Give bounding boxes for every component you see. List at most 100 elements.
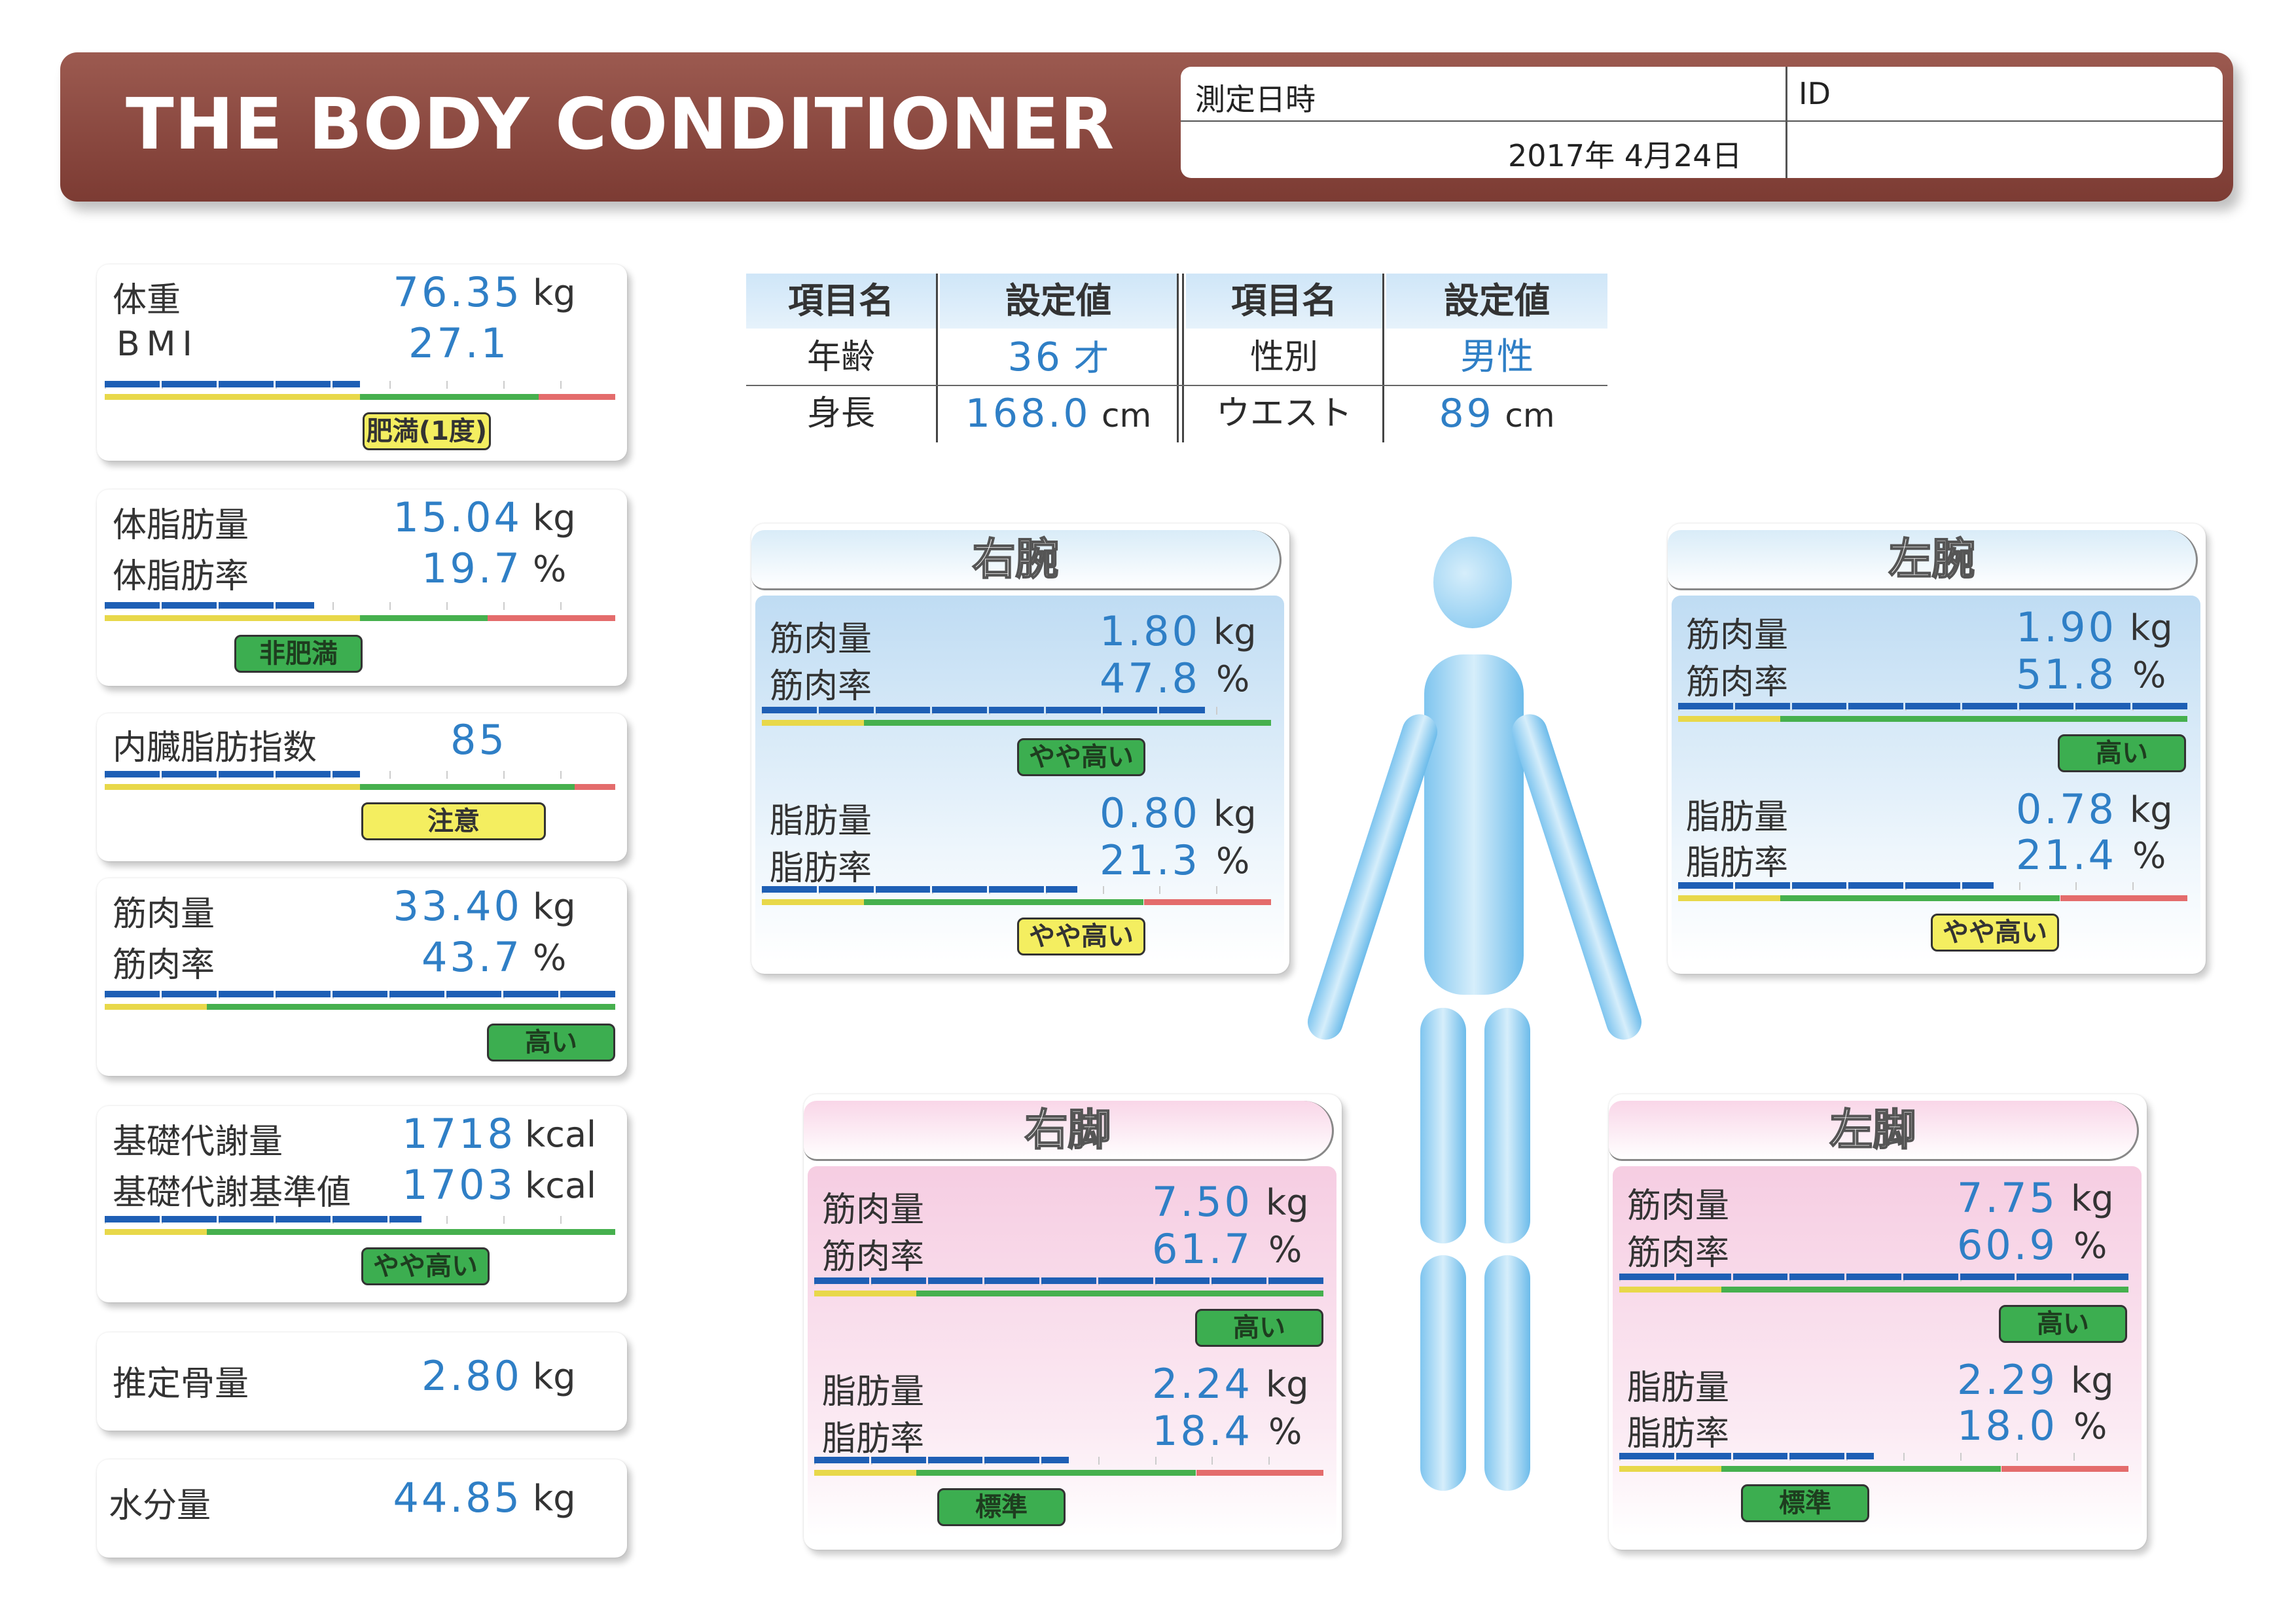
waist-label: ウエスト: [1215, 394, 1352, 433]
waist-value: 89: [1439, 391, 1494, 437]
bone-label: 推定骨量: [113, 1364, 249, 1404]
bone-unit: kg: [533, 1356, 576, 1397]
zone-normal-line: [1780, 895, 2060, 901]
gauge-fill-segment: [1903, 1274, 1958, 1280]
bmr-std-label: 基礎代謝基準値: [113, 1173, 351, 1213]
muscle-gauge: [814, 1277, 1323, 1304]
gauge-fill-segment: [105, 1216, 160, 1222]
figure-head: [1433, 537, 1512, 628]
fat-gauge: [105, 602, 615, 628]
zone-low-line: [1678, 716, 1780, 722]
gauge-fill-segment: [875, 886, 931, 893]
gauge-fill-segment: [162, 381, 217, 387]
gauge-fill-segment: [1102, 707, 1158, 713]
muscle-status-badge: 高い: [1999, 1305, 2127, 1343]
gauge-fill-segment: [1791, 882, 1847, 889]
fat-status-badge: 標準: [937, 1488, 1066, 1526]
gauge-fill-segment: [870, 1457, 926, 1463]
gauge-fill-segment: [1268, 1277, 1323, 1284]
right-leg-body: 筋肉量 7.50 kg 筋肉率 61.7 % 高い 脂肪量 2.24 kg 脂肪…: [808, 1166, 1336, 1537]
gauge-fill-segment: [1962, 882, 1994, 889]
gauge-tick: [1216, 886, 1218, 894]
zone-high-line: [488, 615, 615, 621]
gauge-fill-segment: [2075, 703, 2131, 709]
water-card: 水分量 44.85 kg: [97, 1459, 627, 1558]
fat-status-badge: 標準: [1741, 1484, 1869, 1522]
gauge-fill-segment: [2017, 1274, 2072, 1280]
muscle-rate-label: 筋肉率: [770, 667, 872, 706]
bmr-value: 1718: [402, 1110, 516, 1158]
fat-status-badge: 非肥満: [234, 635, 363, 673]
gauge-fill-segment: [927, 1277, 983, 1284]
info-divider: [1181, 120, 2223, 122]
gauge-tick: [446, 771, 448, 779]
gauge-fill-segment: [989, 707, 1044, 713]
gauge-fill-segment: [332, 991, 387, 997]
gauge-tick: [1903, 1453, 1905, 1461]
gauge-tick: [503, 1216, 505, 1224]
visceral-status-badge: 注意: [361, 802, 546, 840]
fat-rate-label: 脂肪率: [1627, 1414, 1730, 1454]
gauge-fill-segment: [814, 1457, 869, 1463]
gauge-fill-segment: [1846, 1453, 1874, 1459]
fat-mass-label: 脂肪量: [1686, 798, 1789, 837]
gauge-fill-segment: [1732, 1453, 1788, 1459]
gauge-fill-segment: [1619, 1453, 1674, 1459]
muscle-status-badge: 高い: [487, 1024, 615, 1061]
zone-low-line: [814, 1470, 916, 1476]
age-unit: 才: [1073, 338, 1109, 379]
gauge-fill-segment: [1960, 1274, 2015, 1280]
figure-left-shin: [1484, 1255, 1530, 1491]
muscle-rate-value: 47.8: [1099, 654, 1200, 702]
gauge-fill-segment: [105, 991, 160, 997]
column-divider: [1182, 274, 1184, 442]
gauge-tick: [503, 771, 505, 779]
gauge-tick: [2018, 882, 2020, 890]
gauge-tick: [446, 602, 448, 610]
fat-mass-label: 脂肪量: [822, 1372, 925, 1412]
fat-rate-value: 19.7: [421, 544, 522, 592]
gauge-fill-segment: [1676, 1453, 1731, 1459]
gauge-fill-segment: [162, 602, 217, 609]
gauge-fill-segment: [1734, 703, 1790, 709]
fat-rate-label: 体脂肪率: [113, 557, 249, 596]
muscle-mass-value: 7.75: [1956, 1174, 2058, 1222]
fat-rate-value: 21.4: [2015, 831, 2117, 879]
waist-unit: cm: [1505, 397, 1555, 435]
weight-unit: kg: [533, 272, 576, 313]
gauge-fill-segment: [989, 886, 1044, 893]
gauge-fill-segment: [276, 602, 314, 609]
fat-mass-value: 0.80: [1099, 789, 1200, 837]
weight-label: 体重: [113, 281, 181, 320]
gauge-fill-segment: [1155, 1277, 1210, 1284]
muscle-gauge: [762, 707, 1271, 733]
gauge-tick: [389, 381, 391, 389]
row-divider: [746, 385, 1607, 386]
gauge-fill-segment: [932, 707, 988, 713]
fat-gauge: [1678, 882, 2187, 908]
zone-low-line: [814, 1291, 916, 1296]
muscle-status-badge: やや高い: [1017, 738, 1145, 776]
muscle-status-badge: 高い: [1195, 1309, 1323, 1347]
bone-mass-card: 推定骨量 2.80 kg: [97, 1332, 627, 1431]
gauge-fill-segment: [762, 886, 817, 893]
left-leg-panel: 左脚 筋肉量 7.75 kg 筋肉率 60.9 % 高い 脂肪量 2.29 kg…: [1609, 1094, 2147, 1550]
gauge-fill-segment: [984, 1277, 1040, 1284]
fat-rate-value: 18.4: [1151, 1407, 1253, 1455]
muscle-mass-value: 7.50: [1151, 1178, 1253, 1226]
gauge-fill-segment: [105, 602, 160, 609]
muscle-mass-label: 筋肉量: [1686, 616, 1789, 655]
gauge-fill-segment: [1962, 703, 2017, 709]
gauge-fill-segment: [1905, 882, 1960, 889]
gauge-fill-segment: [332, 381, 360, 387]
visceral-value: 85: [450, 716, 507, 764]
gauge-tick: [503, 381, 505, 389]
gauge-fill-segment: [932, 886, 988, 893]
visceral-label: 内臓脂肪指数: [113, 728, 317, 768]
column-divider: [936, 274, 938, 442]
zone-normal-line: [360, 784, 575, 790]
muscle-mass-label: 筋肉量: [1627, 1186, 1730, 1226]
bmr-label: 基礎代謝量: [113, 1122, 283, 1162]
gauge-fill-segment: [1098, 1277, 1153, 1284]
fat-mass-value: 2.24: [1151, 1360, 1253, 1408]
